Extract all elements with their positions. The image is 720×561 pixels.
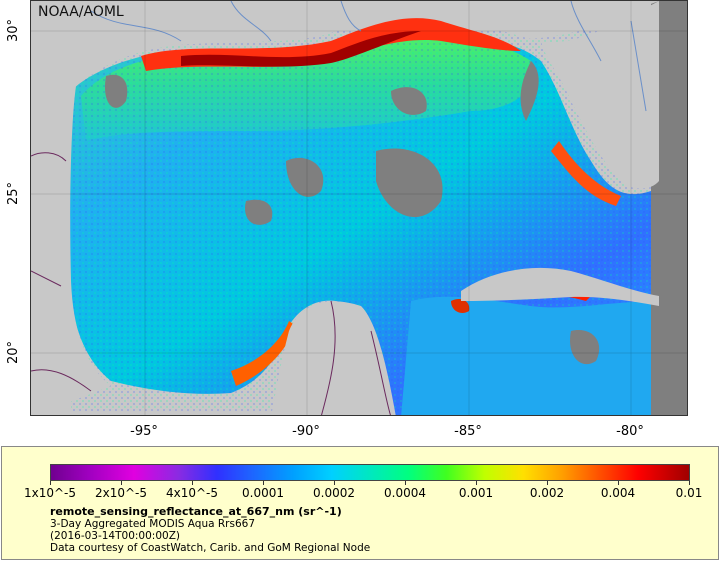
colorbar-tick	[547, 481, 548, 485]
colorbar-tick	[618, 481, 619, 485]
colorbar-label: 0.01	[675, 486, 703, 500]
y-tick-label: 20°	[6, 340, 21, 364]
x-tick-label: -80°	[616, 424, 644, 439]
colorbar-tick	[476, 481, 477, 485]
colorbar-tick	[263, 481, 264, 485]
colorbar-tick	[405, 481, 406, 485]
colorbar-label: 0.004	[600, 486, 636, 500]
colorbar-tick	[334, 481, 335, 485]
colorbar-label: 2x10^-5	[94, 486, 148, 500]
x-tick-label: -95°	[130, 424, 158, 439]
colorbar-label: 4x10^-5	[165, 486, 219, 500]
reflectance-map	[31, 1, 687, 415]
colorbar-tick	[121, 481, 122, 485]
dataset-date: (2016-03-14T00:00:00Z)	[50, 530, 180, 542]
rivers	[90, 1, 647, 112]
colorbar-label: 0.002	[529, 486, 565, 500]
caribbean-water	[401, 296, 659, 415]
colorbar	[50, 464, 690, 481]
country-borders	[31, 152, 391, 415]
x-tick-label: -85°	[454, 424, 482, 439]
dataset-description: 3-Day Aggregated MODIS Aqua Rrs667	[50, 518, 256, 530]
colorbar-tick	[689, 481, 690, 485]
no-data-patches	[105, 1, 687, 415]
agency-watermark: NOAA/AOML	[38, 4, 124, 20]
colorbar-tick	[50, 481, 51, 485]
colorbar-tick	[192, 481, 193, 485]
colorbar-label: 0.0004	[384, 486, 426, 500]
variable-title: remote_sensing_reflectance_at_667_nm (sr…	[50, 505, 342, 518]
x-tick-label: -90°	[292, 424, 320, 439]
legend-panel: 1x10^-5 2x10^-5 4x10^-5 0.0001 0.0002 0.…	[1, 446, 719, 560]
colorbar-label: 0.001	[458, 486, 494, 500]
colorbar-label: 0.0001	[242, 486, 284, 500]
colorbar-label: 0.0002	[313, 486, 355, 500]
map-area[interactable]	[30, 0, 688, 416]
y-tick-label: 25°	[6, 181, 21, 205]
data-credit: Data courtesy of CoastWatch, Carib. and …	[50, 542, 371, 554]
graticule	[31, 1, 687, 415]
y-tick-label: 30°	[6, 18, 21, 42]
colorbar-label: 1x10^-5	[23, 486, 77, 500]
